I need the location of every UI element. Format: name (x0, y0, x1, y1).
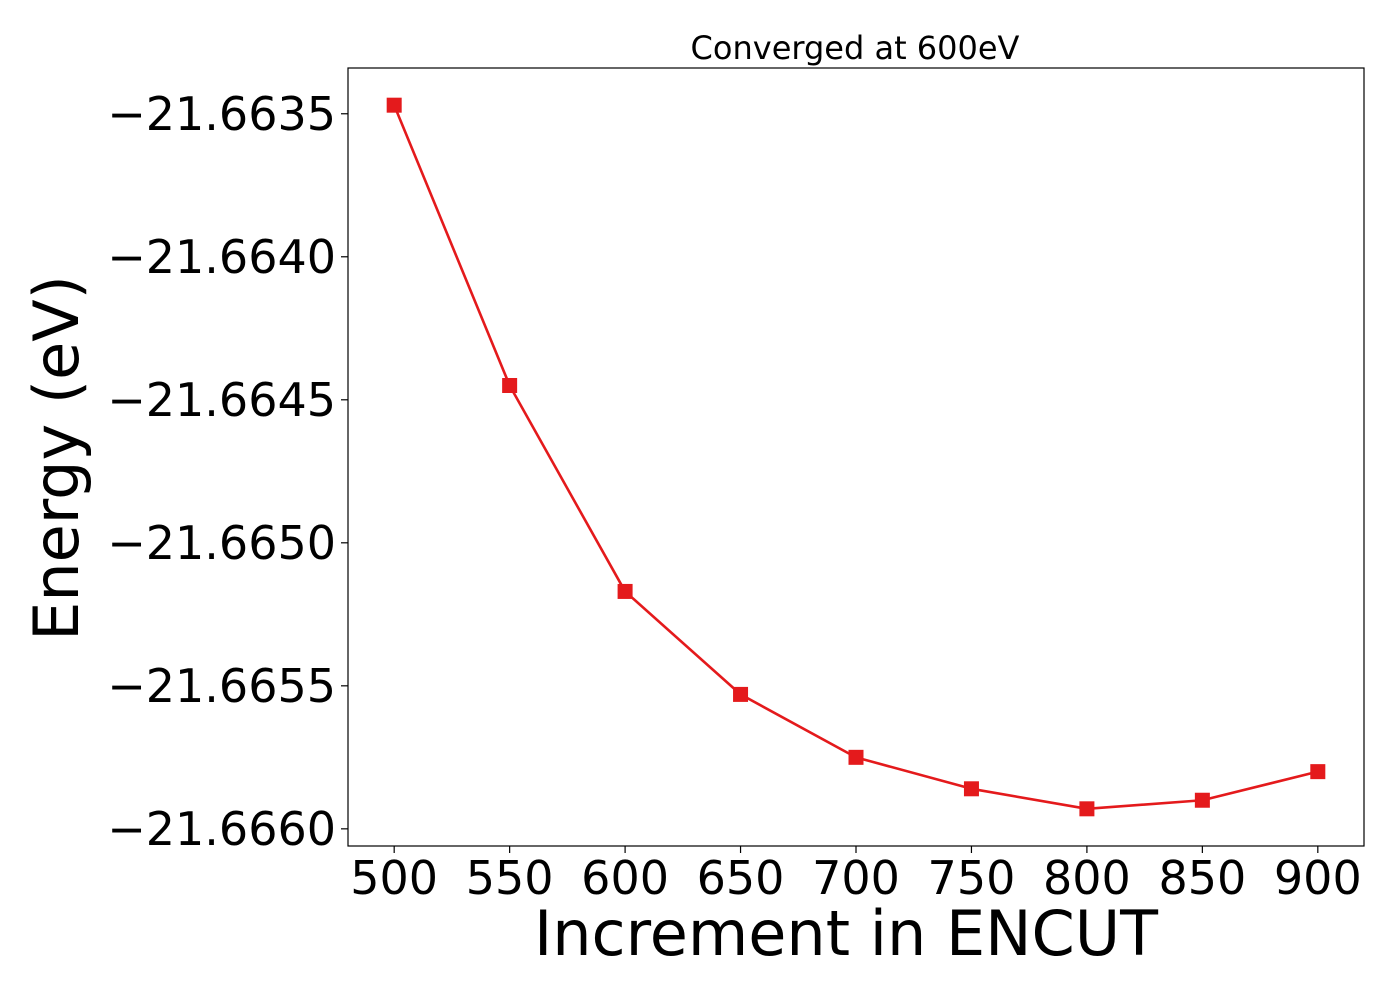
y-tick-label: −21.6655 (107, 659, 336, 713)
y-tick-label: −21.6640 (107, 230, 336, 284)
y-tick-label: −21.6645 (107, 373, 336, 427)
y-tick-label: −21.6660 (107, 802, 336, 856)
x-tick-label: 600 (581, 851, 669, 905)
series-layer (386, 97, 1326, 817)
x-axis: 500 550 600 650 700 750 800 850 900 (350, 846, 1362, 905)
x-tick-label: 700 (812, 851, 900, 905)
y-axis: −21.6635 −21.6640 −21.6645 −21.6650 −21.6655… (107, 87, 348, 856)
x-tick-label: 650 (697, 851, 785, 905)
data-point-marker (963, 781, 979, 797)
x-tick-label: 500 (350, 851, 438, 905)
data-point-marker (1310, 764, 1326, 780)
data-point-marker (1079, 801, 1095, 817)
x-tick-label: 550 (466, 851, 554, 905)
data-point-marker (502, 377, 518, 393)
data-point-marker (848, 749, 864, 765)
series-line (392, 104, 1319, 811)
chart-title: Converged at 600eV (691, 29, 1020, 67)
data-point-marker (733, 686, 749, 702)
data-point-marker (617, 583, 633, 599)
data-point-marker (386, 97, 402, 113)
y-tick-label: −21.6635 (107, 87, 336, 141)
data-point-marker (1194, 792, 1210, 808)
plot-area (347, 67, 1365, 847)
y-tick-label: −21.6650 (107, 516, 336, 570)
x-tick-label: 800 (1043, 851, 1131, 905)
x-tick-label: 900 (1274, 851, 1362, 905)
x-tick-label: 750 (928, 851, 1016, 905)
y-axis-label: Energy (eV) (20, 275, 93, 641)
x-axis-label: Increment in ENCUT (534, 897, 1159, 970)
x-tick-label: 850 (1158, 851, 1246, 905)
